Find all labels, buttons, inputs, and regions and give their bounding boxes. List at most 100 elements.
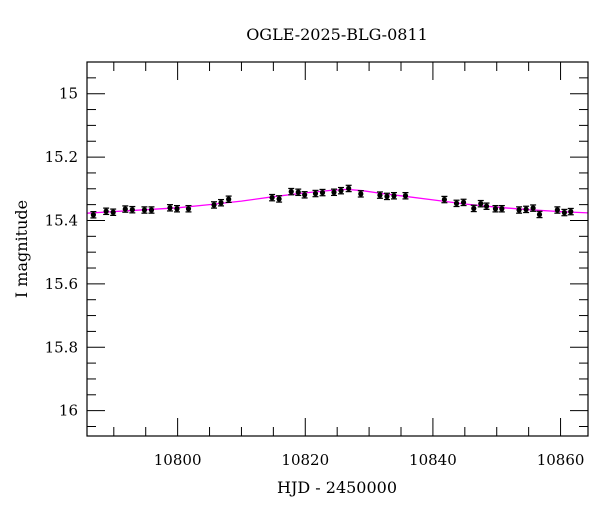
point-marker — [167, 205, 173, 211]
point-marker — [441, 196, 448, 203]
point-marker — [122, 206, 128, 212]
point-marker — [185, 206, 192, 212]
point-marker — [331, 189, 337, 195]
point-marker — [218, 200, 224, 206]
point-marker — [377, 192, 383, 198]
data-point — [554, 206, 561, 214]
data-point — [402, 191, 409, 200]
data-point — [295, 188, 302, 197]
point-marker — [523, 206, 529, 212]
data-point — [218, 198, 225, 207]
point-marker — [516, 207, 522, 213]
point-marker — [288, 189, 294, 195]
point-marker — [211, 202, 217, 208]
point-marker — [478, 201, 484, 207]
point-marker — [141, 207, 148, 213]
point-marker — [148, 207, 155, 213]
data-point — [460, 198, 467, 207]
data-point — [453, 199, 460, 208]
data-point — [269, 193, 276, 202]
point-marker — [402, 193, 409, 199]
x-axis-label: HJD - 2450000 — [277, 478, 397, 497]
model-curve — [86, 188, 589, 214]
x-tick-label: 10820 — [281, 451, 329, 469]
data-point — [376, 191, 383, 199]
data-point — [141, 206, 148, 214]
point-marker — [460, 199, 467, 206]
data-point — [110, 208, 117, 217]
data-point — [90, 211, 97, 219]
x-tick-label: 10840 — [409, 451, 457, 469]
point-marker — [483, 203, 490, 209]
point-marker — [346, 185, 352, 192]
data-point — [498, 204, 505, 213]
data-point — [561, 208, 568, 217]
data-point — [516, 206, 523, 214]
y-tick-label: 15.6 — [45, 275, 78, 293]
point-marker — [295, 189, 301, 195]
point-marker — [568, 209, 574, 215]
point-marker — [302, 192, 308, 198]
x-tick-labels: 10800 10820 10840 10860 — [154, 451, 585, 469]
point-marker — [358, 191, 364, 197]
point-marker — [530, 205, 536, 211]
point-marker — [129, 207, 135, 213]
chart-title: OGLE-2025-BLG-0811 — [246, 25, 428, 44]
data-point — [357, 190, 364, 198]
data-point — [492, 204, 499, 213]
y-tick-label: 15.4 — [45, 211, 78, 229]
plot-frame — [86, 61, 589, 437]
point-marker — [391, 193, 397, 199]
data-point — [185, 204, 192, 213]
point-marker — [174, 206, 180, 212]
point-marker — [103, 208, 109, 214]
point-marker — [276, 196, 282, 202]
minor-ticks — [87, 61, 588, 436]
data-point — [173, 204, 180, 213]
data-point — [483, 202, 490, 210]
data-point — [288, 187, 295, 196]
data-point — [470, 204, 477, 213]
data-point — [477, 199, 484, 208]
y-tick-label: 15.8 — [45, 338, 78, 356]
point-marker — [319, 189, 326, 196]
y-tick-labels: 15 15.2 15.4 15.6 15.8 16 — [45, 85, 78, 420]
point-marker — [90, 212, 96, 218]
data-points — [90, 184, 574, 219]
data-point — [567, 207, 574, 216]
data-point — [330, 188, 337, 197]
data-point — [211, 201, 218, 209]
y-tick-label: 15.2 — [45, 148, 78, 166]
major-ticks — [87, 62, 588, 436]
y-tick-label: 15 — [59, 85, 78, 103]
data-point — [536, 210, 543, 219]
point-marker — [338, 188, 344, 194]
data-point — [319, 188, 326, 197]
point-marker — [312, 190, 319, 197]
data-point — [148, 206, 155, 214]
point-marker — [110, 209, 116, 215]
point-marker — [536, 211, 543, 218]
point-marker — [269, 195, 275, 201]
point-marker — [226, 196, 232, 202]
point-marker — [499, 206, 505, 212]
data-point — [225, 195, 232, 204]
data-point — [129, 205, 136, 214]
point-marker — [554, 207, 560, 213]
data-point — [122, 205, 129, 213]
data-point — [523, 205, 530, 214]
data-point — [301, 191, 308, 199]
point-marker — [492, 206, 499, 212]
point-marker — [561, 209, 567, 216]
data-point — [312, 189, 319, 198]
x-tick-label: 10800 — [154, 451, 202, 469]
data-point — [345, 184, 352, 193]
point-marker — [384, 193, 390, 199]
data-point — [530, 204, 537, 212]
point-marker — [471, 205, 477, 212]
data-point — [103, 207, 110, 216]
y-tick-label: 16 — [59, 402, 78, 420]
data-point — [276, 195, 283, 203]
data-point — [383, 192, 390, 201]
